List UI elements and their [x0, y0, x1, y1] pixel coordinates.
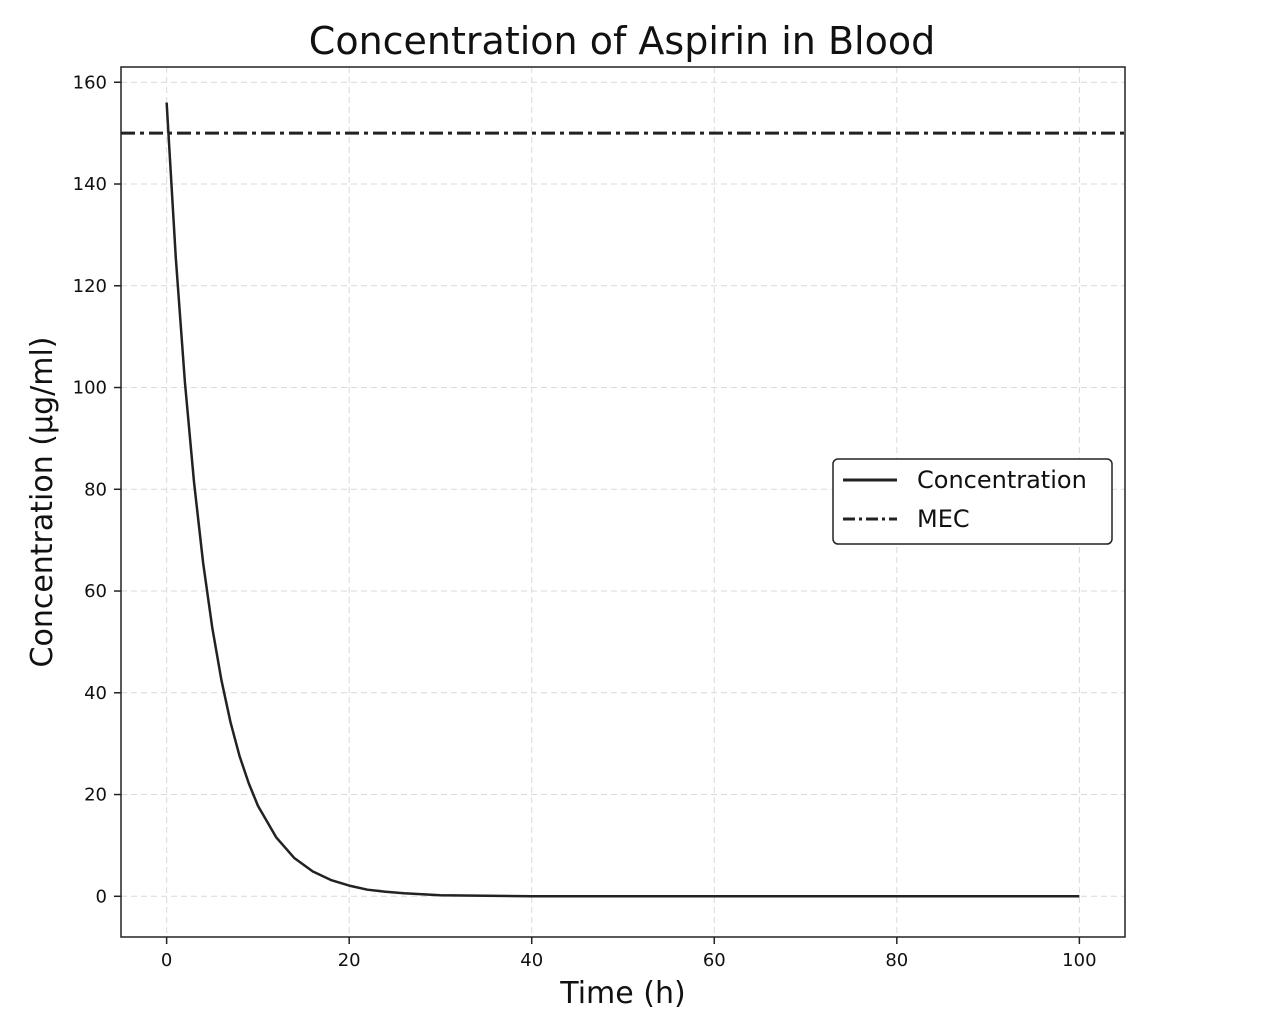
x-tick-label: 100	[1062, 950, 1096, 971]
y-tick-label: 60	[84, 581, 107, 602]
y-axis-label: Concentration (µg/ml)	[25, 337, 60, 668]
legend-label-concentration: Concentration	[917, 466, 1087, 494]
x-axis-label: Time (h)	[559, 976, 685, 1011]
y-tick-label: 120	[73, 276, 107, 297]
y-tick-label: 140	[73, 174, 107, 195]
plot-marks	[121, 102, 1125, 898]
y-tick-label: 40	[84, 683, 107, 704]
plot-frame	[120, 66, 1126, 938]
x-tick-label: 40	[520, 950, 543, 971]
legend: Concentration MEC	[832, 458, 1113, 545]
x-tick-label: 80	[885, 950, 908, 971]
chart-title: Concentration of Aspirin in Blood	[309, 19, 935, 63]
legend-box	[832, 458, 1113, 545]
y-tick-label: 100	[73, 378, 107, 399]
y-tick-label: 80	[84, 479, 107, 500]
x-tick-label: 20	[338, 950, 361, 971]
series-line-concentration	[165, 102, 1080, 898]
tick-layer: 0 20 40 60 80 100 0 20 40 60 80 100 120 140 160	[73, 72, 1097, 971]
legend-label-mec: MEC	[917, 505, 970, 533]
y-tick-label: 0	[96, 886, 107, 907]
x-tick-label: 0	[161, 950, 172, 971]
y-tick-label: 160	[73, 72, 107, 93]
x-tick-label: 60	[703, 950, 726, 971]
y-tick-label: 20	[84, 785, 107, 806]
